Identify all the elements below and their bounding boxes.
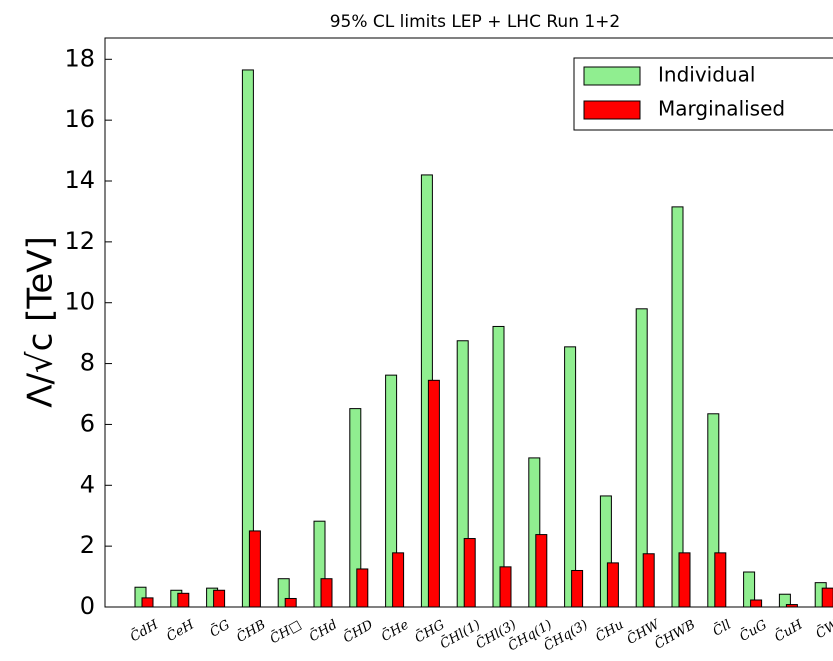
bar xyxy=(320,578,333,608)
x-tick-label: C̄dH xyxy=(127,616,161,645)
legend-swatch xyxy=(583,100,641,120)
bar xyxy=(213,589,226,608)
x-tick-label: C̄Hd xyxy=(306,616,340,645)
plot-frame xyxy=(104,37,833,608)
bar xyxy=(492,325,505,608)
legend-label: Marginalised xyxy=(658,97,785,121)
bar xyxy=(427,379,440,608)
bar xyxy=(821,587,833,608)
x-tick-label: C̄H□ xyxy=(267,616,304,647)
legend-label: Individual xyxy=(658,63,755,87)
y-tick-label: 2 xyxy=(80,531,95,559)
x-tick-label: C̄Hu xyxy=(593,616,627,645)
bar xyxy=(241,69,254,608)
bar xyxy=(284,597,297,608)
x-tick-label: C̄eH xyxy=(164,616,198,645)
x-tick-label: C̄HWB xyxy=(652,616,698,652)
bar xyxy=(356,568,369,608)
bar xyxy=(463,538,476,608)
bar xyxy=(750,599,763,608)
x-tick-label: C̄uG xyxy=(737,616,770,645)
bar xyxy=(571,569,584,608)
y-tick-label: 18 xyxy=(64,44,95,72)
x-tick-label: C̄HD xyxy=(340,616,376,646)
x-tick-label: C̄G xyxy=(207,616,233,640)
bar xyxy=(499,566,512,608)
bar xyxy=(248,530,261,608)
bar xyxy=(678,552,691,608)
legend-swatch xyxy=(583,66,641,86)
x-tick-label: C̄He xyxy=(378,616,412,645)
y-tick-label: 0 xyxy=(80,592,95,620)
x-tick-label: C̄ll xyxy=(710,616,734,639)
bar xyxy=(671,206,684,608)
x-tick-label: C̄HB xyxy=(234,616,269,646)
bar xyxy=(177,592,190,608)
y-tick-label: 6 xyxy=(80,409,95,437)
bar xyxy=(141,597,154,608)
x-tick-label: C̄Hl(1) xyxy=(437,616,483,652)
y-tick-label: 12 xyxy=(64,227,95,255)
y-tick-label: 8 xyxy=(80,349,95,377)
y-tick-label: 10 xyxy=(64,288,95,316)
bar xyxy=(564,346,577,608)
bar xyxy=(606,562,619,608)
y-tick-label: 4 xyxy=(80,470,95,498)
bar xyxy=(714,552,727,608)
y-tick-label: 16 xyxy=(64,105,95,133)
bar xyxy=(642,553,655,608)
bar xyxy=(392,552,405,608)
y-axis-label: Λ/√c [TeV] xyxy=(21,236,61,408)
x-tick-label: C̄uH xyxy=(772,616,806,645)
y-tick-label: 14 xyxy=(64,166,95,194)
x-tick-label: C̄W xyxy=(813,615,833,642)
bar xyxy=(535,534,548,608)
chart-title: 95% CL limits LEP + LHC Run 1+2 xyxy=(330,12,621,32)
